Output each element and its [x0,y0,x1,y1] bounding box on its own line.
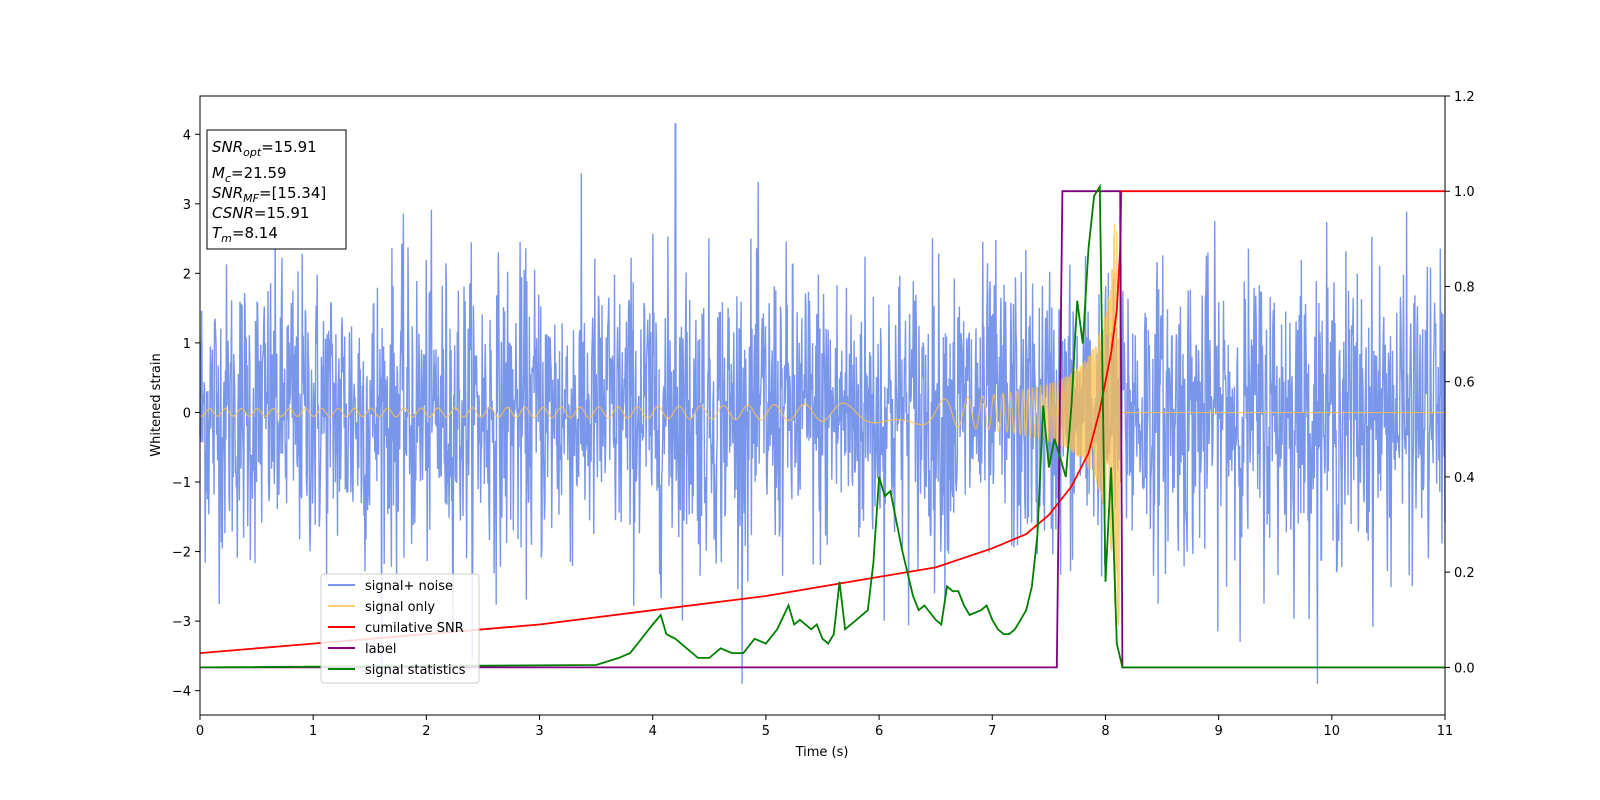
y-axis-label: Whitened strain [149,353,164,456]
y-left-tick-label: −4 [172,685,191,700]
y-left-tick-label: 2 [183,267,191,282]
x-tick-label: 7 [988,724,996,739]
y-right-tick-label: 0.2 [1454,566,1475,581]
y-left-tick-label: −3 [172,615,191,630]
y-right-tick-label: 1.0 [1454,185,1475,200]
legend: signal+ noise signal only cumilative SNR… [320,573,480,684]
legend-frame [320,573,480,684]
x-tick-label: 3 [535,724,543,739]
series-signal-only [199,203,1445,626]
y-left-tick-label: 4 [183,128,191,143]
legend-label-label: label [365,642,396,657]
info-box: SNRopt=15.91 Mc=21.59 SNRMF=[15.34] CSNR… [206,129,347,250]
series-signal-noise [199,123,1446,684]
x-tick-label: 11 [1437,724,1454,739]
info-mc: Mc=21.59 [212,164,287,185]
x-tick-label: 6 [875,724,883,739]
x-axis-label: Time (s) [795,745,849,760]
info-snr-opt: SNRopt=15.91 [212,138,317,159]
y-right-tick-label: 0.0 [1454,661,1475,676]
x-tick-label: 2 [422,724,430,739]
series-cumulative-snr [199,190,1445,654]
legend-label-signal-statistics: signal statistics [365,663,466,678]
info-box-frame [206,129,347,250]
y-left-tick-label: 0 [183,406,191,421]
y-left-tick-label: −2 [172,546,191,561]
y-axis-right: 1.2 1.0 0.8 0.6 0.4 0.2 0.0 [1445,90,1475,676]
x-tick-label: 1 [309,724,317,739]
legend-label-signal-only: signal only [365,600,435,615]
y-left-tick-label: −1 [172,476,191,491]
y-right-tick-label: 0.4 [1454,471,1475,486]
plot-frame [199,95,1446,716]
x-tick-label: 4 [649,724,657,739]
y-axis-left: 4 3 2 1 0 −1 −2 −3 −4 [172,128,200,700]
x-axis: 0 1 2 3 4 5 6 7 8 9 10 11 [196,715,1453,739]
y-left-tick-label: 3 [183,198,191,213]
y-right-tick-label: 0.8 [1454,280,1475,295]
legend-label-signal-noise: signal+ noise [365,579,453,594]
x-tick-label: 5 [762,724,770,739]
info-snr-mf: SNRMF=[15.34] [212,184,326,205]
legend-label-cumulative-snr: cumilative SNR [365,621,464,636]
y-right-tick-label: 1.2 [1454,90,1475,105]
series-signal-statistics [199,183,1445,669]
x-tick-label: 10 [1324,724,1341,739]
x-tick-label: 9 [1214,724,1222,739]
info-tm: Tm=8.14 [212,224,278,245]
x-tick-label: 0 [196,724,204,739]
y-left-tick-label: 1 [183,337,191,352]
info-csnr: CSNR=15.91 [212,204,309,222]
x-tick-label: 8 [1101,724,1109,739]
y-right-tick-label: 0.6 [1454,376,1475,391]
